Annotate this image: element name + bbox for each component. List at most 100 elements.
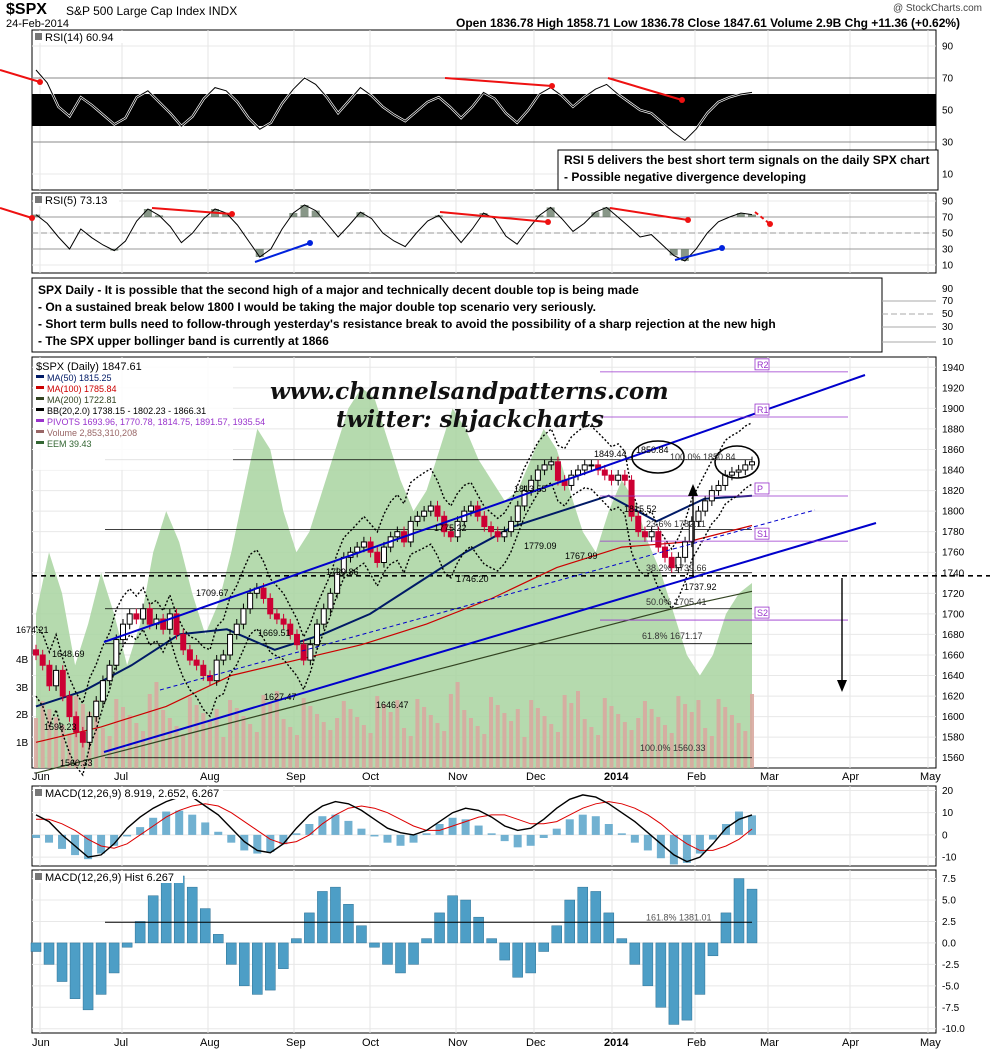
pivot-label-box [754,482,770,495]
volume-bar [589,727,594,768]
price-label: 1709.67 [196,588,229,598]
spx-note-box [31,277,883,353]
volume-bar [542,716,547,768]
y-tick-label: 1840 [942,466,965,477]
macd-hist-bar [343,904,354,944]
candle-body [360,541,367,548]
pivot-label-box [754,527,770,540]
volume-bar [241,716,246,768]
candle-body [715,484,722,492]
volume-bar [34,718,38,768]
candle-body [293,633,300,646]
rsi5-title-bg [33,194,119,206]
candle-body [581,464,588,471]
volume-bar [274,691,279,768]
candle-body [749,461,755,466]
x-tick-label: 2014 [604,1037,629,1049]
volume-bar [555,732,560,768]
macd-hist-bar [382,942,393,965]
volume-tick-label: 1B [16,738,29,749]
macd-hist-bar [188,814,197,835]
candle-body [568,474,575,486]
macd-hist-bar [591,816,600,835]
volume-bar [100,728,105,768]
candle-body [354,546,361,553]
candle-body [688,520,695,543]
volume-bar [335,718,340,768]
candle-body [79,731,86,743]
price-label: 1648.69 [52,649,85,659]
candle-body [675,556,682,569]
pivot-label-box [754,606,770,619]
macd-hist-bar [56,942,68,982]
volume-bar [489,697,494,768]
volume-bar [248,724,253,768]
volume-bar [120,707,125,768]
x-tick-label: Oct [362,1037,379,1049]
macd-hist-bar [395,942,406,974]
rsi-note: RSI 5 delivers the best short term signa… [564,152,929,186]
macd-hist-bar [97,834,106,854]
candle-body [39,654,46,666]
y-tick-label: 5.0 [942,896,956,907]
rsi5-arrow-head [229,211,235,217]
symbol-title: $SPX [6,1,47,18]
fib-label: 100.0% 1560.33 [640,743,706,753]
price-label: 1779.09 [524,541,557,551]
macd-hist-bar [669,834,678,865]
macd-hist-bar [123,834,132,837]
candle-body [554,461,561,481]
macd-hist-bar [487,833,496,835]
y-tick-label: 1600 [942,712,965,723]
x-tick-label: Feb [687,771,706,783]
volume-bar [60,725,65,768]
volume-tick-label: 2B [16,710,29,721]
macd-hist-title-bg [33,871,183,883]
macd-panel [31,785,937,867]
macd-title-bg [33,787,223,799]
rsi5-divergence-arrow [609,207,689,221]
macd-hist-bar [720,912,732,944]
volume-bar [214,709,219,768]
volume-bar [341,701,346,768]
ma100-line [35,524,753,743]
candle-body [728,471,735,476]
rsi5-extreme-shade [602,207,611,217]
price-legend-swatch [36,408,44,411]
candle-body [160,618,167,630]
y-tick-label: -10.0 [942,1024,965,1035]
macd-hist-bar [370,834,379,837]
y-tick-label: 1800 [942,507,965,518]
channel-line [103,522,877,753]
candle-body [407,520,414,543]
y-tick-label: 1700 [942,609,965,620]
volume-bar [321,722,326,768]
price-legend-bg [33,358,233,470]
macd-hist-bar [681,942,693,1021]
candle-body [454,520,461,538]
volume-bar [522,737,527,768]
volume-bar [703,728,708,768]
rsi5-divergence-arrow [754,211,771,225]
pivot-label: S1 [757,529,768,539]
volume-bar [228,700,233,768]
rsi5-continued-tick: 70 [942,296,954,307]
price-label: 1815.52 [624,504,657,514]
macd-hist-bar [708,834,717,840]
macd-hist-bar [577,886,589,944]
macd-hist-bar [108,942,120,974]
rsi14-arrow-head [679,97,685,103]
macd-hist-bar [383,834,392,843]
price-legend-entry: PIVOTS 1693.96, 1770.78, 1814.75, 1891.5… [47,417,265,427]
volume-bar [576,691,581,768]
candle-body [521,490,528,507]
rsi5-arrow-head [685,217,691,223]
y-tick-label: 1740 [942,568,965,579]
macd-hist-bar [199,908,211,944]
price-title: $SPX (Daily) 1847.61 [36,361,142,373]
candle-body [260,587,267,599]
volume-bar [709,736,714,768]
macd-hist-bar [173,875,185,944]
volume-bar [549,724,554,768]
x-tick-label: Sep [286,771,306,783]
